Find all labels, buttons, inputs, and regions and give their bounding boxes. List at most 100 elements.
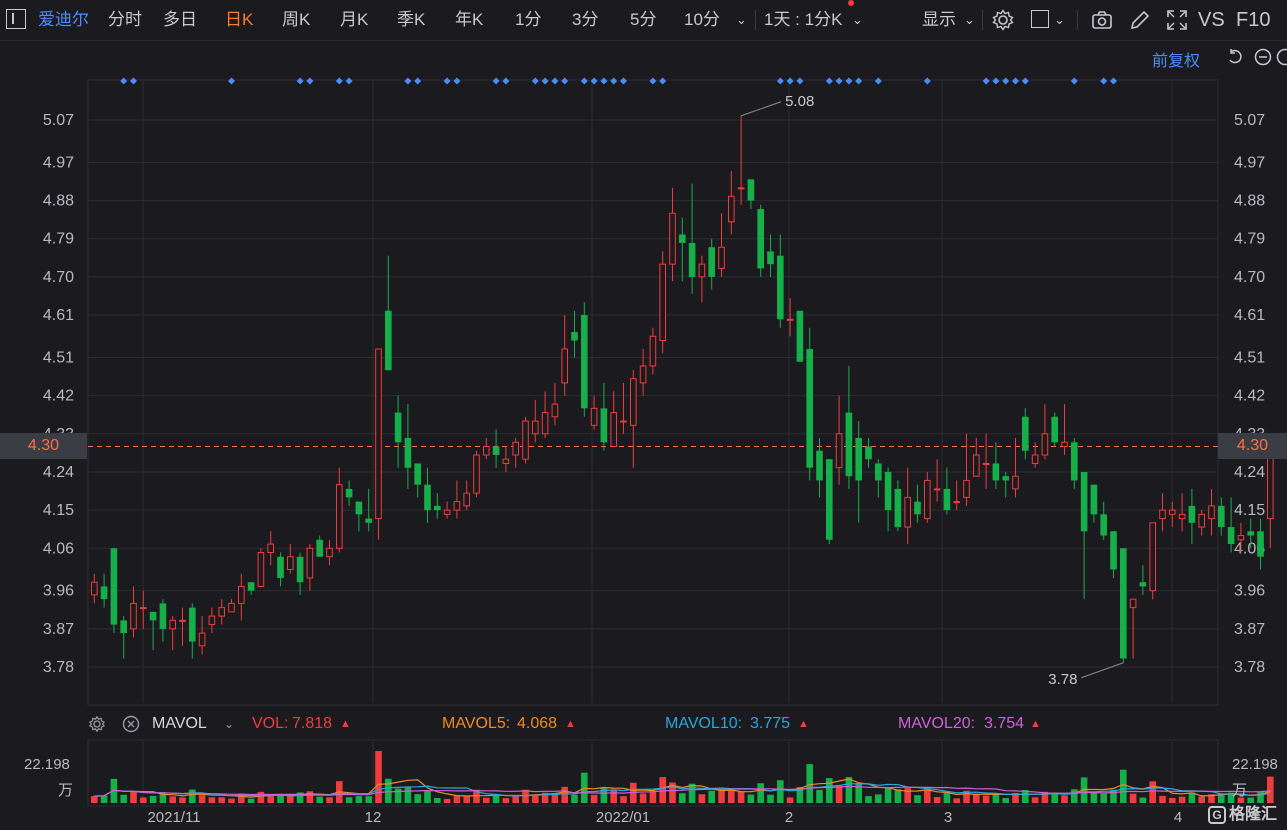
adjust-mode-button[interactable]: 前复权	[1152, 53, 1201, 70]
candle-body	[1149, 522, 1157, 592]
watermark-logo: G 格隆汇	[1207, 800, 1277, 824]
display-chevron-down-icon[interactable]: ⌄	[964, 12, 975, 27]
vs-button[interactable]: VS	[1198, 9, 1225, 31]
signal-marker-icon	[620, 77, 627, 85]
candle-body	[659, 263, 667, 341]
candle-body	[943, 488, 951, 511]
candle-body	[434, 505, 441, 511]
sidebar-toggle-icon[interactable]	[6, 9, 26, 29]
tab-duori[interactable]: 多日	[163, 10, 197, 29]
volume-bar	[1061, 795, 1068, 803]
pencil-icon[interactable]	[1128, 8, 1152, 32]
undo-icon[interactable]	[1226, 48, 1244, 66]
price-tick-right: 4.97	[1234, 154, 1265, 171]
volume-bar	[865, 796, 872, 803]
candle-body	[1237, 535, 1245, 541]
zoom-out-icon[interactable]	[1254, 48, 1272, 66]
volume-bar	[1041, 791, 1049, 803]
stock-name[interactable]: 爱迪尔	[38, 10, 89, 29]
volume-bar	[767, 794, 774, 803]
zoom-in-icon[interactable]	[1276, 48, 1287, 66]
volume-bar	[1227, 792, 1235, 803]
signal-marker-icon	[874, 77, 882, 85]
candle-body	[1198, 513, 1206, 528]
tab-zhouk[interactable]: 周K	[282, 10, 311, 29]
tab-yuek[interactable]: 月K	[340, 10, 369, 29]
candle-body	[669, 212, 676, 265]
volume-bar	[120, 794, 127, 803]
f10-button[interactable]: F10	[1236, 9, 1271, 31]
price-tick-left: 4.61	[43, 307, 74, 324]
box-select-icon[interactable]	[1031, 10, 1049, 28]
volume-bar	[483, 797, 490, 803]
indicator-settings-gear-icon[interactable]	[88, 715, 106, 733]
signal-marker-icon	[1110, 77, 1117, 85]
volume-bar	[453, 795, 461, 803]
tab-10min[interactable]: 10分	[684, 10, 720, 29]
volume-bar	[806, 764, 813, 803]
volume-bar	[189, 789, 196, 803]
volume-bar	[287, 796, 294, 803]
volume-bar	[757, 783, 764, 803]
indicator-name[interactable]: MAVOL	[152, 715, 207, 732]
low-pointer-line	[1081, 662, 1124, 679]
volume-bar	[179, 797, 186, 803]
tab-niank[interactable]: 年K	[455, 10, 484, 29]
candle-body	[757, 209, 764, 269]
box-chevron-down-icon[interactable]: ⌄	[1054, 12, 1065, 27]
volume-bar	[355, 796, 363, 803]
tab-3min[interactable]: 3分	[572, 10, 599, 29]
interval-selector[interactable]: 1天 : 1分K	[764, 10, 843, 29]
candle-body	[1208, 505, 1215, 520]
volume-bar	[247, 798, 255, 803]
signal-marker-icon	[580, 77, 588, 85]
candle-body	[963, 479, 970, 498]
volume-bar	[1237, 797, 1245, 803]
tab-5min[interactable]: 5分	[630, 10, 657, 29]
signal-marker-icon	[414, 77, 422, 85]
interval-chevron-down-icon[interactable]: ⌄	[852, 12, 863, 27]
indicator-chevron-down-icon[interactable]: ⌄	[224, 717, 235, 731]
candle-body	[855, 438, 862, 481]
volume-bar	[149, 795, 157, 803]
divider	[755, 10, 756, 30]
candle-body	[1051, 416, 1058, 443]
periods-chevron-down-icon[interactable]: ⌄	[736, 12, 747, 27]
display-menu[interactable]: 显示	[922, 10, 956, 29]
candle-body	[845, 412, 853, 477]
candle-body	[924, 479, 931, 520]
price-tick-left: 4.24	[43, 464, 74, 481]
signal-marker-icon	[306, 77, 314, 85]
volume-bar	[1139, 797, 1147, 803]
volume-bar	[110, 778, 118, 803]
mavol5-label: MAVOL5:	[442, 715, 511, 732]
fullscreen-icon[interactable]	[1165, 8, 1189, 32]
kline-chart[interactable]: 5.07 5.07 4.97 4.97 4.88 4.88 4.79 4.79 4.70 4.70…	[0, 40, 1287, 830]
camera-icon[interactable]	[1090, 8, 1114, 32]
price-tick-left: 3.78	[43, 659, 74, 676]
top-toolbar: 爱迪尔 分时 多日 日K 周K 月K 季K 年K 1分 3分 5分 10分 ⌄ …	[0, 0, 1287, 41]
signal-marker-icon	[120, 77, 128, 85]
candle-body	[238, 585, 245, 604]
tab-jik[interactable]: 季K	[397, 10, 426, 29]
candle-body	[296, 556, 304, 583]
candle-body	[992, 463, 1000, 481]
volume-bar	[747, 794, 755, 803]
candle-body	[914, 501, 921, 515]
price-tick-left: 3.87	[43, 621, 74, 638]
price-tick-right: 5.07	[1234, 112, 1265, 129]
gear-icon[interactable]	[991, 8, 1015, 32]
volume-bar	[708, 790, 715, 803]
signal-marker-icon	[1070, 77, 1078, 85]
candle-body	[728, 195, 735, 223]
volume-bar	[228, 798, 235, 803]
vol-up-arrow-icon: ▲	[340, 718, 351, 730]
mavol20-line	[94, 785, 1271, 797]
tab-1min[interactable]: 1分	[515, 10, 542, 29]
tab-rik[interactable]: 日K	[225, 10, 254, 29]
volume-bar	[620, 796, 627, 803]
tab-fenshi[interactable]: 分时	[108, 10, 142, 29]
volume-bar	[316, 796, 323, 803]
indicator-close-icon[interactable]	[122, 715, 140, 733]
candle-body	[1080, 471, 1088, 532]
